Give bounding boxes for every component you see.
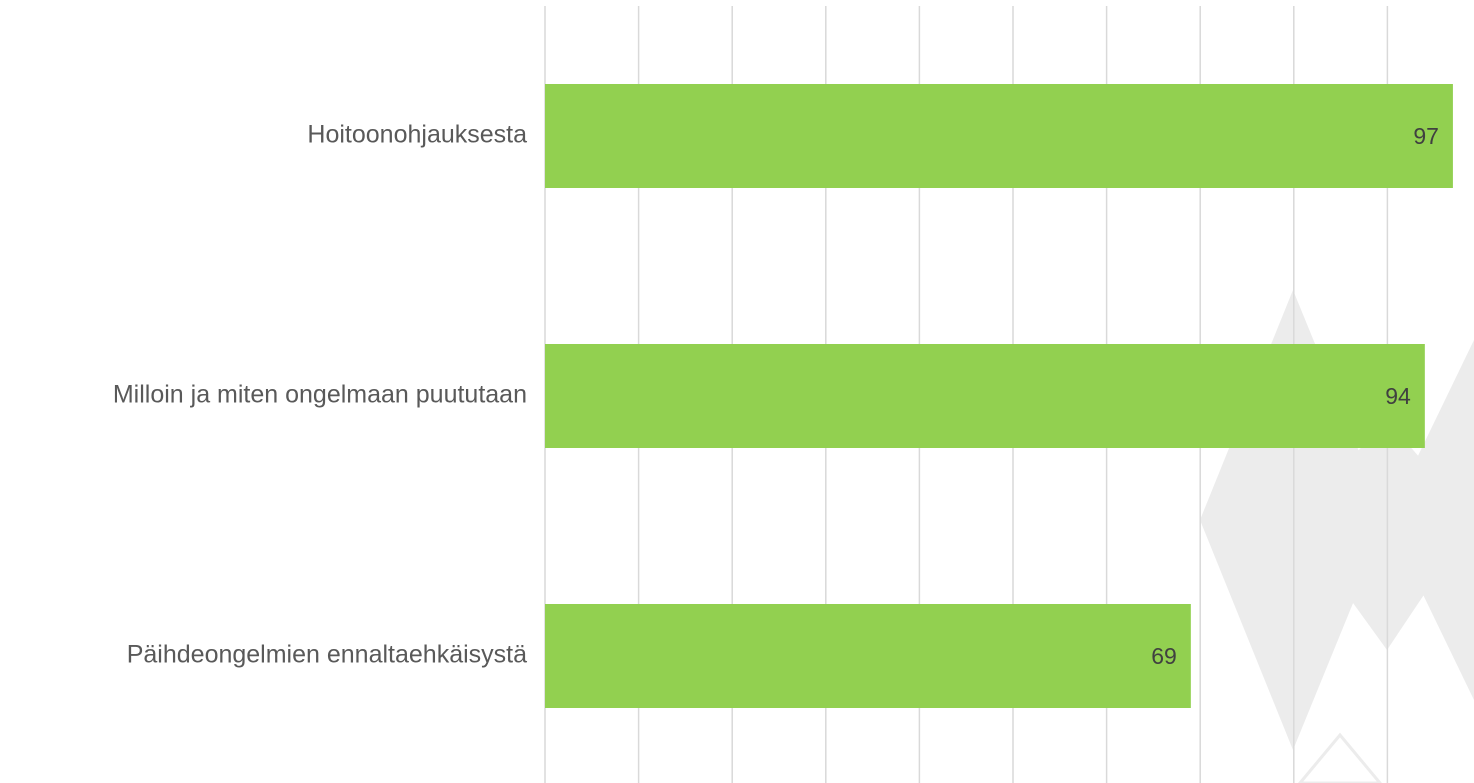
- y-tick-label: Hoitoonohjauksesta: [307, 121, 527, 149]
- bar: [545, 604, 1191, 708]
- value-label: 97: [1413, 123, 1439, 149]
- y-tick-label: Päihdeongelmien ennaltaehkäisystä: [127, 641, 527, 669]
- value-label: 69: [1151, 643, 1177, 669]
- value-label: 94: [1385, 383, 1411, 409]
- y-tick-label: Milloin ja miten ongelmaan puututaan: [113, 381, 527, 409]
- bar: [545, 344, 1425, 448]
- bar: [545, 84, 1453, 188]
